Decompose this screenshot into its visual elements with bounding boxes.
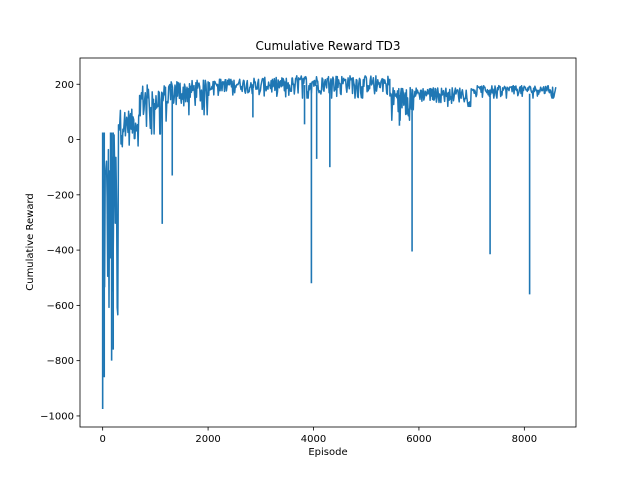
x-tick-label: 4000: [301, 434, 326, 445]
y-axis-label: Cumulative Reward: [25, 193, 36, 291]
x-tick-label: 0: [99, 434, 105, 445]
y-tick-label: 200: [55, 80, 74, 91]
y-tick-label: −1000: [40, 411, 74, 422]
y-tick-label: −600: [47, 301, 74, 312]
x-tick-label: 2000: [195, 434, 220, 445]
chart-title: Cumulative Reward TD3: [255, 39, 400, 53]
x-tick-label: 6000: [406, 434, 431, 445]
y-tick-label: −800: [47, 356, 74, 367]
y-tick-label: 0: [68, 135, 74, 146]
y-tick-label: −400: [47, 246, 74, 257]
x-tick-label: 8000: [512, 434, 537, 445]
y-tick-label: −200: [47, 190, 74, 201]
x-axis-label: Episode: [308, 447, 347, 458]
